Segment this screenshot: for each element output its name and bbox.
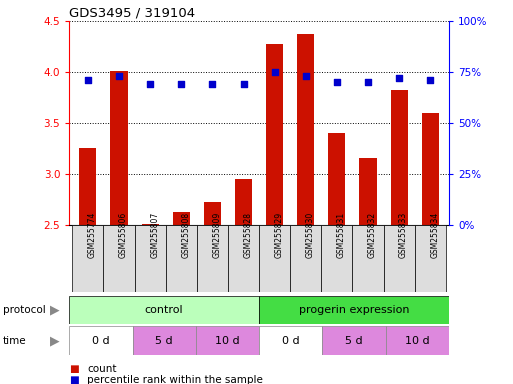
Text: GSM255808: GSM255808 — [181, 212, 190, 258]
Bar — [235, 179, 252, 225]
Text: GSM255809: GSM255809 — [212, 212, 222, 258]
Bar — [322, 326, 386, 355]
Text: GSM255774: GSM255774 — [88, 212, 97, 258]
Bar — [297, 34, 314, 225]
Bar — [142, 223, 159, 225]
Bar — [290, 225, 321, 292]
Bar — [384, 225, 415, 292]
Bar — [196, 326, 259, 355]
Bar — [197, 225, 228, 292]
Text: 10 d: 10 d — [215, 336, 240, 346]
Bar — [386, 326, 449, 355]
Point — [240, 81, 248, 87]
Text: protocol: protocol — [3, 305, 45, 315]
Bar — [266, 43, 283, 225]
Text: GSM255834: GSM255834 — [430, 212, 439, 258]
Text: GSM255832: GSM255832 — [368, 212, 377, 258]
Point — [146, 81, 154, 87]
Bar — [173, 212, 190, 225]
Bar — [134, 225, 166, 292]
Bar — [204, 202, 221, 225]
Text: GSM255830: GSM255830 — [306, 212, 315, 258]
Point — [177, 81, 185, 87]
Bar — [321, 225, 352, 292]
Point — [115, 73, 123, 79]
Bar — [228, 225, 259, 292]
Text: 5 d: 5 d — [345, 336, 363, 346]
Bar — [352, 225, 384, 292]
Bar — [259, 225, 290, 292]
Bar — [132, 326, 196, 355]
Text: ■: ■ — [69, 364, 79, 374]
Text: GSM255806: GSM255806 — [119, 212, 128, 258]
Point — [333, 79, 341, 85]
Text: GDS3495 / 319104: GDS3495 / 319104 — [69, 7, 195, 20]
Text: GSM255807: GSM255807 — [150, 212, 159, 258]
Bar — [110, 71, 128, 225]
Point — [84, 77, 92, 83]
Text: ■: ■ — [69, 375, 79, 384]
Point — [302, 73, 310, 79]
Text: GSM255833: GSM255833 — [399, 212, 408, 258]
Bar — [80, 148, 96, 225]
Text: percentile rank within the sample: percentile rank within the sample — [87, 375, 263, 384]
Bar — [422, 113, 439, 225]
Text: GSM255831: GSM255831 — [337, 212, 346, 258]
Text: 0 d: 0 d — [282, 336, 300, 346]
Text: ▶: ▶ — [50, 334, 60, 347]
Bar — [72, 225, 104, 292]
Text: ▶: ▶ — [50, 304, 60, 316]
Bar — [69, 296, 259, 324]
Bar — [104, 225, 134, 292]
Point — [395, 75, 403, 81]
Bar — [390, 90, 408, 225]
Text: control: control — [145, 305, 184, 315]
Point — [426, 77, 435, 83]
Text: 10 d: 10 d — [405, 336, 429, 346]
Bar — [415, 225, 446, 292]
Text: 5 d: 5 d — [155, 336, 173, 346]
Point — [270, 69, 279, 75]
Bar — [259, 296, 449, 324]
Text: 0 d: 0 d — [92, 336, 110, 346]
Text: time: time — [3, 336, 26, 346]
Text: GSM255828: GSM255828 — [244, 212, 252, 258]
Text: progerin expression: progerin expression — [299, 305, 409, 315]
Text: count: count — [87, 364, 117, 374]
Bar — [166, 225, 197, 292]
Point — [364, 79, 372, 85]
Bar — [259, 326, 322, 355]
Text: GSM255829: GSM255829 — [274, 212, 284, 258]
Bar — [69, 326, 132, 355]
Bar — [328, 133, 345, 225]
Bar — [360, 159, 377, 225]
Point — [208, 81, 216, 87]
